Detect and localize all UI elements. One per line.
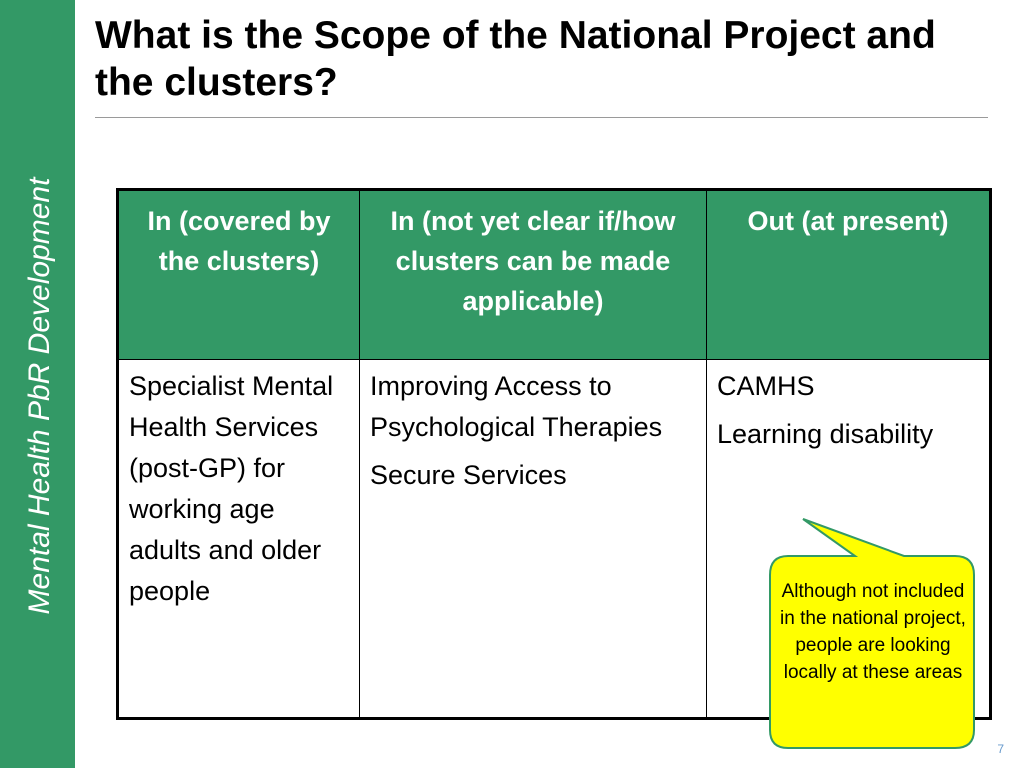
list-item: Specialist Mental Health Services (post-…: [129, 371, 334, 606]
list-item: Learning disability: [717, 419, 934, 449]
header-in-covered: In (covered by the clusters): [117, 189, 360, 360]
sidebar-label: Mental Health PbR Development: [23, 177, 56, 615]
header-in-not-yet-clear: In (not yet clear if/how clusters can be…: [359, 189, 707, 360]
scope-table: In (covered by the clusters) In (not yet…: [116, 188, 992, 720]
list-item: CAMHS: [717, 371, 815, 401]
side-band: Mental Health PbR Development: [0, 0, 75, 768]
callout-text: Although not included in the national pr…: [780, 581, 966, 683]
cell-in-covered: Specialist Mental Health Services (post-…: [117, 359, 360, 719]
page-number: 7: [997, 742, 1004, 756]
header-out-at-present: Out (at present): [706, 189, 991, 360]
slide-title: What is the Scope of the National Projec…: [95, 14, 936, 104]
cell-in-not-yet-clear: Improving Access to Psychological Therap…: [359, 359, 707, 719]
list-item: Secure Services: [370, 460, 567, 490]
list-item: Improving Access to Psychological Therap…: [370, 371, 663, 442]
title-divider: [95, 117, 988, 118]
table-header-row: In (covered by the clusters) In (not yet…: [117, 189, 991, 360]
